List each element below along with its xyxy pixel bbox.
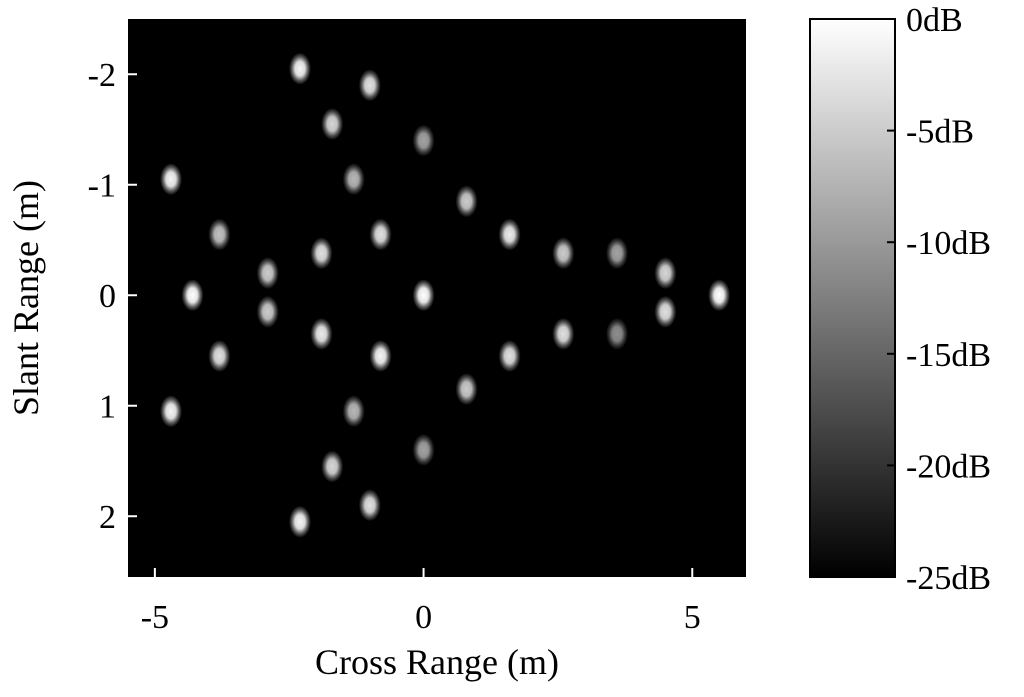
scatterer-point-19	[256, 295, 279, 328]
scatterer-point-13	[606, 237, 629, 270]
scatterer-point-7	[455, 185, 478, 218]
scatterer-points	[159, 52, 731, 538]
scatterer-point-25	[369, 340, 392, 373]
y-tick-label: 2	[99, 499, 116, 536]
colorbar-tick-label: 0dB	[906, 2, 963, 39]
colorbar	[809, 18, 896, 578]
scatterer-point-11	[310, 237, 333, 270]
scatterer-point-29	[342, 395, 365, 428]
scatterer-point-23	[606, 317, 629, 350]
scatterer-point-28	[159, 395, 182, 428]
scatterer-point-5	[159, 163, 182, 196]
scatterer-point-2	[358, 69, 381, 102]
colorbar-ticks: 0dB -5dB -10dB -15dB -20dB -25dB	[887, 2, 991, 597]
scatterer-point-1	[288, 52, 311, 85]
scatterer-point-3	[321, 107, 344, 140]
scatterer-point-12	[552, 237, 575, 270]
scatterer-point-10	[498, 218, 521, 251]
scatterer-point-31	[321, 450, 344, 483]
colorbar-tick-label: -25dB	[906, 560, 991, 597]
scatterer-point-30	[412, 433, 435, 466]
scatterer-point-15	[654, 257, 677, 290]
scatterer-point-14	[256, 257, 279, 290]
y-tick-label: 1	[99, 389, 116, 426]
scatterer-point-26	[498, 340, 521, 373]
axis-ticks: -5 0 5 -2 -1 0 1 2	[88, 57, 701, 636]
scatterer-point-32	[358, 489, 381, 522]
scatterer-point-18	[708, 279, 731, 312]
plot-area	[128, 19, 746, 577]
scatterer-point-22	[552, 317, 575, 350]
x-tick-label: 0	[415, 599, 432, 636]
scatterer-point-16	[181, 279, 204, 312]
y-axis-label: Slant Range (m)	[6, 180, 46, 416]
colorbar-tick-label: -20dB	[906, 448, 991, 485]
scatterer-point-24	[208, 340, 231, 373]
scatterer-point-20	[654, 295, 677, 328]
y-tick-label: -2	[88, 57, 116, 94]
x-tick-label: -5	[141, 599, 169, 636]
x-tick-label: 5	[684, 599, 701, 636]
scatterer-point-8	[208, 218, 231, 251]
x-axis-label: Cross Range (m)	[315, 642, 559, 682]
colorbar-tick-label: -5dB	[906, 114, 974, 151]
scatterer-point-17	[412, 279, 435, 312]
scatterer-point-21	[310, 317, 333, 350]
scatterer-point-6	[342, 163, 365, 196]
y-tick-label: -1	[88, 168, 116, 205]
scatterer-point-9	[369, 218, 392, 251]
colorbar-tick-label: -15dB	[906, 337, 991, 374]
scatterer-point-33	[288, 505, 311, 538]
scatterer-point-4	[412, 124, 435, 157]
scatterer-point-27	[455, 373, 478, 406]
colorbar-tick-label: -10dB	[906, 225, 991, 262]
y-tick-label: 0	[99, 278, 116, 315]
